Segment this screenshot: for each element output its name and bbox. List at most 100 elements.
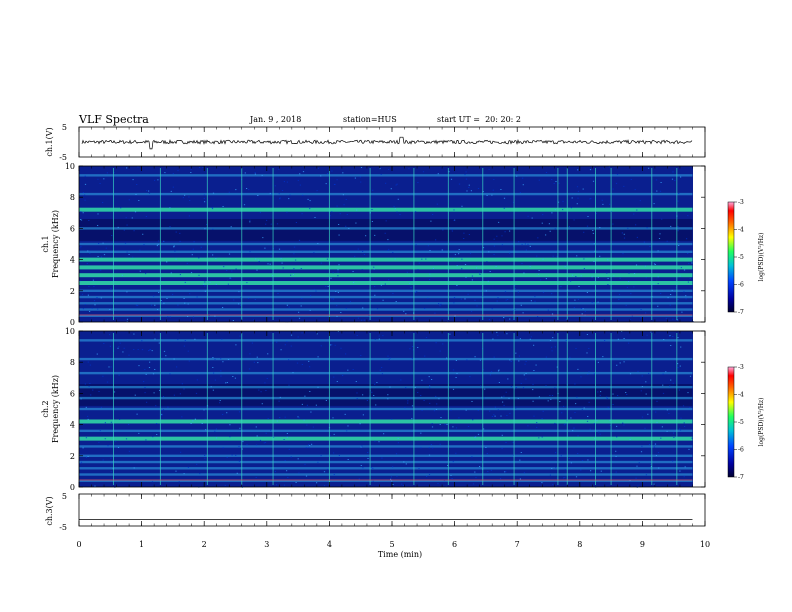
noise-speckle	[396, 475, 398, 477]
noise-speckle	[320, 262, 322, 264]
noise-speckle	[92, 279, 94, 281]
noise-speckle	[184, 281, 186, 283]
noise-speckle	[517, 398, 519, 399]
noise-speckle	[527, 425, 529, 427]
noise-speckle	[189, 200, 191, 201]
noise-speckle	[580, 275, 582, 277]
noise-speckle	[556, 477, 558, 479]
noise-speckle	[471, 401, 473, 402]
noise-speckle	[228, 191, 230, 193]
noise-speckle	[265, 223, 267, 225]
noise-speckle	[275, 484, 278, 486]
noise-speckle	[148, 350, 150, 352]
noise-speckle	[582, 308, 584, 310]
noise-speckle	[145, 439, 147, 441]
noise-speckle	[548, 223, 550, 225]
noise-speckle	[501, 396, 503, 398]
noise-speckle	[261, 174, 263, 176]
noise-speckle	[342, 375, 344, 376]
noise-speckle	[644, 265, 646, 267]
noise-speckle	[586, 292, 588, 293]
noise-speckle	[654, 264, 656, 265]
noise-speckle	[533, 344, 535, 346]
noise-speckle	[504, 471, 506, 473]
noise-speckle	[475, 436, 477, 438]
noise-speckle	[297, 179, 299, 181]
noise-speckle	[331, 170, 333, 172]
noise-speckle	[105, 247, 107, 249]
noise-speckle	[680, 176, 682, 178]
noise-speckle	[161, 301, 163, 303]
noise-speckle	[466, 331, 468, 332]
ch1-waveform-panel: 5 -5 ch.1(V)	[45, 123, 706, 162]
noise-speckle	[641, 445, 643, 447]
noise-speckle	[110, 366, 112, 368]
noise-speckle	[298, 417, 300, 419]
noise-speckle	[265, 432, 267, 434]
noise-speckle	[688, 448, 690, 450]
noise-speckle	[397, 198, 399, 200]
noise-speckle	[309, 208, 311, 210]
noise-speckle	[211, 208, 214, 210]
noise-speckle	[491, 416, 493, 417]
noise-speckle	[456, 285, 458, 286]
noise-speckle	[415, 244, 417, 246]
noise-speckle	[292, 274, 294, 275]
noise-speckle	[659, 233, 661, 235]
noise-speckle	[435, 395, 437, 397]
noise-speckle	[370, 299, 372, 300]
ytick-label: 4	[70, 421, 75, 430]
station-label: station=HUS	[343, 115, 397, 124]
noise-speckle	[516, 175, 518, 177]
noise-speckle	[498, 369, 500, 371]
noise-speckle	[474, 299, 476, 301]
noise-speckle	[677, 299, 679, 300]
noise-speckle	[230, 226, 232, 228]
noise-speckle	[234, 377, 236, 379]
noise-speckle	[577, 190, 579, 192]
noise-speckle	[478, 272, 481, 274]
noise-speckle	[183, 473, 185, 475]
noise-speckle	[599, 255, 601, 257]
noise-speckle	[609, 425, 611, 426]
noise-speckle	[240, 297, 242, 298]
noise-speckle	[438, 398, 440, 400]
time-axis-label: Time (min)	[378, 550, 422, 559]
noise-speckle	[508, 397, 510, 399]
noise-speckle	[453, 209, 455, 211]
noise-speckle	[267, 418, 269, 419]
noise-speckle	[551, 313, 554, 315]
noise-speckle	[162, 396, 165, 397]
noise-speckle	[502, 401, 504, 403]
noise-speckle	[243, 204, 246, 206]
noise-speckle	[128, 450, 130, 452]
noise-speckle	[669, 335, 671, 336]
ytick-label: 0	[70, 318, 75, 327]
noise-speckle	[109, 309, 111, 310]
noise-speckle	[392, 466, 394, 468]
noise-speckle	[136, 184, 138, 185]
noise-speckle	[521, 243, 523, 245]
noise-speckle	[641, 416, 644, 418]
noise-speckle	[401, 483, 403, 485]
noise-speckle	[181, 383, 183, 385]
noise-speckle	[564, 476, 566, 478]
noise-speckle	[212, 357, 214, 358]
noise-speckle	[139, 270, 141, 272]
noise-speckle	[188, 196, 190, 198]
noise-speckle	[367, 452, 369, 453]
ch1-colorbar	[727, 201, 735, 313]
noise-speckle	[550, 398, 552, 400]
emission-band-line	[79, 357, 693, 361]
noise-speckle	[151, 481, 154, 483]
noise-speckle	[644, 427, 646, 429]
noise-speckle	[622, 422, 624, 424]
noise-speckle	[241, 262, 243, 264]
noise-speckle	[336, 315, 338, 317]
noise-speckle	[510, 361, 512, 362]
noise-speckle	[563, 424, 565, 426]
noise-speckle	[623, 185, 625, 187]
noise-speckle	[483, 428, 485, 430]
emission-band-line	[79, 371, 693, 375]
